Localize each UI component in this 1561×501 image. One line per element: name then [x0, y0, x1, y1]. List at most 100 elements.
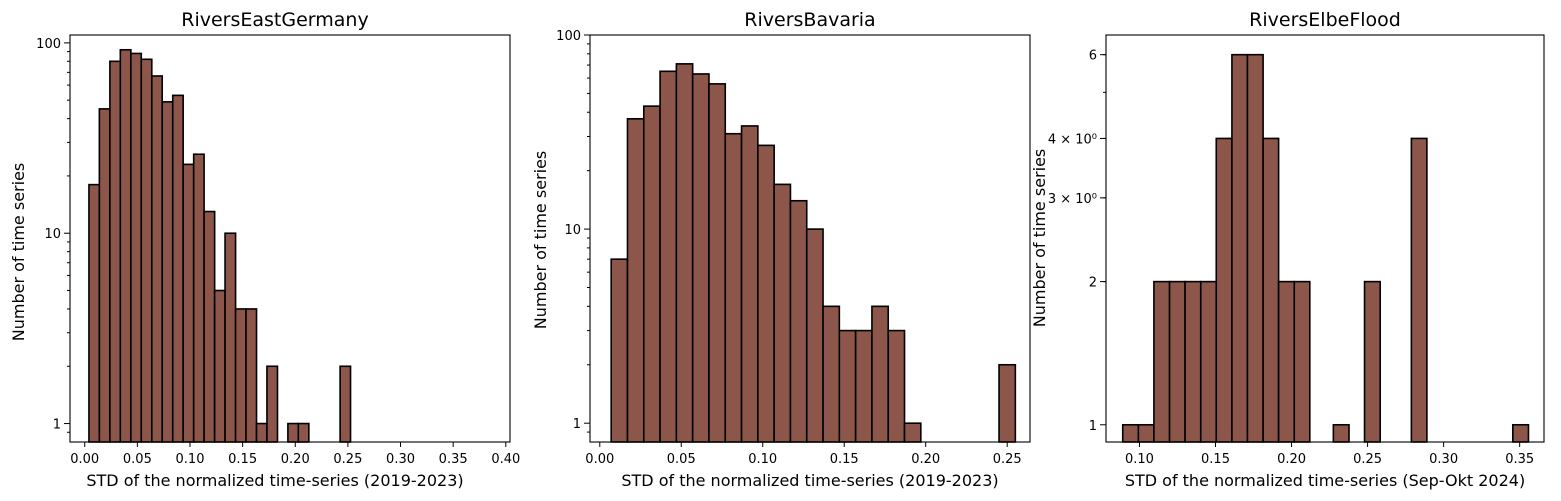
y-tick-label: 2	[1089, 276, 1097, 291]
plot-frame	[69, 34, 511, 443]
x-tick-label: 0.10	[1125, 452, 1154, 467]
x-tick-label: 0.25	[1353, 452, 1382, 467]
histogram-bar	[675, 63, 694, 443]
histogram-bar	[903, 422, 922, 443]
histogram-bar	[1277, 280, 1296, 443]
y-ticks: 1 10 100	[36, 37, 70, 433]
x-tick-label: 0.25	[333, 452, 362, 467]
histogram-bar	[150, 75, 164, 443]
x-tick-label: 0.10	[176, 452, 205, 467]
y-ticks: 1 10 100	[556, 29, 590, 433]
histogram-bar	[1293, 280, 1311, 443]
x-axis-label: STD of the normalized time-series (2019-…	[621, 471, 998, 490]
x-tick-label: 0.15	[1201, 452, 1230, 467]
histogram-bar	[1215, 137, 1233, 443]
x-tick-label: 0.10	[748, 452, 777, 467]
y-axis-label: Number of time series	[9, 163, 28, 341]
histogram-bar	[234, 308, 247, 443]
histogram-bar	[1121, 423, 1140, 443]
chart-title: RiversElbeFlood	[1249, 9, 1401, 31]
histogram-bar	[773, 183, 792, 443]
histogram-bar	[757, 144, 775, 443]
histogram-bar	[287, 422, 300, 443]
histogram-bar	[255, 422, 268, 443]
histogram-bar	[691, 73, 710, 443]
bar-group	[1121, 53, 1530, 443]
histogram-bar	[998, 363, 1017, 443]
histogram-bar	[724, 132, 743, 443]
histogram-bar	[1168, 280, 1186, 443]
y-tick-label: 1	[573, 417, 581, 432]
histogram-bar	[822, 305, 841, 443]
histogram-bar	[805, 228, 824, 443]
histogram-bar	[659, 70, 678, 443]
histogram-bar	[1512, 423, 1530, 443]
y-tick-label: 100	[556, 29, 581, 44]
y-tick-label: 3 × 10⁰	[1048, 192, 1097, 207]
histogram-bar	[1363, 280, 1382, 443]
histogram-bar	[1246, 53, 1264, 443]
histogram-bar	[708, 83, 727, 443]
histogram-bar	[171, 94, 184, 443]
histogram-bar	[140, 58, 153, 443]
histogram-bar	[245, 308, 258, 443]
histogram-bar	[1332, 423, 1350, 443]
histogram-bar	[109, 60, 122, 443]
panel-rivers-bavaria: RiversBavaria Number of time series STD …	[531, 9, 1031, 490]
histogram-bar	[838, 329, 857, 443]
panel-rivers-elbe-flood: RiversElbeFlood Number of time series ST…	[1030, 9, 1545, 490]
y-axis-label: Number of time series	[1030, 149, 1049, 327]
histogram-bar	[297, 422, 310, 443]
x-ticks: 0.00 0.05 0.10 0.15 0.20 0.25	[585, 442, 1022, 467]
histogram-bar	[182, 163, 195, 443]
x-tick-label: 0.30	[386, 452, 415, 467]
histogram-bar	[161, 101, 174, 443]
histogram-bar	[626, 118, 645, 443]
histogram-bar	[1231, 53, 1249, 443]
x-tick-label: 0.35	[1505, 452, 1534, 467]
histogram-bar	[266, 365, 279, 443]
histogram-bar	[1184, 280, 1202, 443]
histogram-bar	[119, 48, 132, 443]
y-tick-label: 6	[1089, 49, 1097, 64]
x-tick-label: 0.40	[491, 452, 520, 467]
y-tick-label: 1	[53, 418, 61, 433]
histogram-bar	[213, 289, 226, 443]
histogram-bar	[224, 232, 237, 443]
histogram-bar	[1410, 137, 1428, 443]
chart-title: RiversBavaria	[744, 9, 875, 31]
bar-group	[610, 63, 1017, 443]
histogram-bar	[339, 365, 352, 443]
histogram-bar	[887, 329, 906, 443]
x-tick-label: 0.05	[667, 452, 696, 467]
panel-rivers-east-germany: RiversEastGermany Number of time series …	[9, 9, 520, 490]
x-tick-label: 0.00	[585, 452, 614, 467]
histogram-bar	[98, 108, 111, 443]
x-axis-label: STD of the normalized time-series (2019-…	[86, 471, 463, 490]
x-axis-label: STD of the normalized time-series (Sep-O…	[1125, 471, 1525, 490]
x-ticks: 0.00 0.05 0.10 0.15 0.20 0.25 0.30 0.35 0.40	[70, 442, 520, 467]
x-tick-label: 0.00	[70, 452, 99, 467]
histogram-bar	[203, 210, 216, 443]
x-tick-label: 0.30	[1429, 452, 1458, 467]
histogram-bar	[854, 329, 873, 443]
histogram-bar	[88, 183, 101, 443]
x-tick-label: 0.20	[1277, 452, 1306, 467]
histogram-bar	[192, 153, 205, 443]
histogram-bar	[1153, 280, 1171, 443]
y-ticks: 1 2 3 × 10⁰ 4 × 10⁰ 6	[1048, 49, 1106, 434]
x-tick-label: 0.25	[993, 452, 1022, 467]
y-tick-label: 4 × 10⁰	[1048, 132, 1097, 147]
y-tick-label: 1	[1089, 419, 1097, 434]
histogram-bar	[1262, 137, 1280, 443]
histogram-bar	[871, 305, 890, 443]
y-tick-label: 10	[564, 223, 581, 238]
histogram-bar	[610, 258, 629, 443]
histogram-bar	[642, 105, 661, 443]
x-tick-label: 0.35	[439, 452, 468, 467]
x-tick-label: 0.15	[830, 452, 859, 467]
x-tick-label: 0.20	[911, 452, 940, 467]
x-ticks: 0.10 0.15 0.20 0.25 0.30 0.35	[1125, 442, 1534, 467]
y-tick-label: 10	[44, 227, 61, 242]
